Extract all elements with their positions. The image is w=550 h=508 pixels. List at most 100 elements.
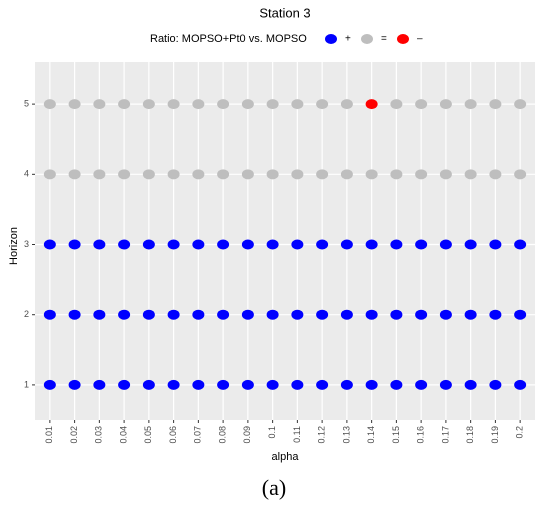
point [68, 309, 81, 320]
point [464, 379, 477, 390]
point [390, 169, 403, 180]
point [316, 169, 329, 180]
point [217, 379, 230, 390]
point [291, 379, 304, 390]
point [439, 239, 452, 250]
point [118, 309, 131, 320]
x-tick-label: 0.03 [94, 426, 104, 444]
point [93, 309, 106, 320]
point [365, 99, 378, 110]
x-tick-label: 0.04 [118, 426, 128, 444]
point [439, 99, 452, 110]
point [464, 239, 477, 250]
point [415, 99, 428, 110]
point [340, 379, 353, 390]
point [93, 169, 106, 180]
point [167, 169, 180, 180]
point [118, 99, 131, 110]
x-axis-label: alpha [272, 451, 300, 463]
point [415, 169, 428, 180]
point [241, 99, 254, 110]
point [192, 239, 205, 250]
point [390, 309, 403, 320]
point [415, 309, 428, 320]
point [316, 309, 329, 320]
y-tick-label: 4 [24, 169, 29, 179]
legend-key [325, 34, 337, 44]
point [217, 239, 230, 250]
point [118, 169, 131, 180]
point [241, 239, 254, 250]
point [192, 309, 205, 320]
point [316, 239, 329, 250]
point [167, 99, 180, 110]
point [68, 99, 81, 110]
point [340, 99, 353, 110]
x-tick-label: 0.16 [416, 426, 426, 444]
point [167, 239, 180, 250]
point [217, 169, 230, 180]
point [192, 99, 205, 110]
point [266, 309, 279, 320]
point [68, 169, 81, 180]
point [291, 309, 304, 320]
y-axis-label: Horizon [8, 227, 20, 265]
x-tick-label: 0.14 [366, 426, 376, 444]
x-tick-label: 0.06 [168, 426, 178, 444]
point [43, 379, 56, 390]
point [390, 239, 403, 250]
point [316, 99, 329, 110]
x-tick-label: 0.1 [267, 426, 277, 439]
point [464, 309, 477, 320]
point [192, 169, 205, 180]
point [266, 169, 279, 180]
point [93, 239, 106, 250]
point [489, 99, 502, 110]
point [118, 379, 131, 390]
point [340, 239, 353, 250]
legend-label: = [381, 34, 387, 45]
point [142, 99, 155, 110]
point [291, 99, 304, 110]
point [241, 379, 254, 390]
x-tick-label: 0.11 [292, 426, 302, 443]
chart-title: Station 3 [259, 5, 310, 20]
point [489, 379, 502, 390]
x-tick-label: 0.13 [341, 426, 351, 444]
x-tick-label: 0.09 [242, 426, 252, 444]
point [266, 239, 279, 250]
point [291, 239, 304, 250]
point [68, 379, 81, 390]
point [415, 379, 428, 390]
x-tick-label: 0.2 [515, 426, 525, 439]
legend-key [397, 34, 409, 44]
point [514, 169, 527, 180]
point [93, 99, 106, 110]
y-tick-label: 3 [24, 239, 29, 249]
x-tick-label: 0.01 [44, 426, 54, 444]
panel [35, 62, 535, 420]
point [167, 379, 180, 390]
point [340, 169, 353, 180]
point [93, 379, 106, 390]
x-tick-label: 0.02 [69, 426, 79, 444]
legend-title: Ratio: MOPSO+Pt0 vs. MOPSO [150, 33, 307, 45]
x-tick-label: 0.17 [440, 426, 450, 444]
point [514, 239, 527, 250]
point [390, 379, 403, 390]
point [142, 379, 155, 390]
point [365, 169, 378, 180]
x-tick-label: 0.18 [465, 426, 475, 444]
point [241, 309, 254, 320]
x-tick-label: 0.07 [193, 426, 203, 444]
point [464, 169, 477, 180]
point [489, 309, 502, 320]
point [291, 169, 304, 180]
point [365, 239, 378, 250]
point [365, 309, 378, 320]
x-tick-label: 0.15 [391, 426, 401, 444]
y-tick-label: 1 [24, 379, 29, 389]
point [118, 239, 131, 250]
point [142, 309, 155, 320]
point [68, 239, 81, 250]
